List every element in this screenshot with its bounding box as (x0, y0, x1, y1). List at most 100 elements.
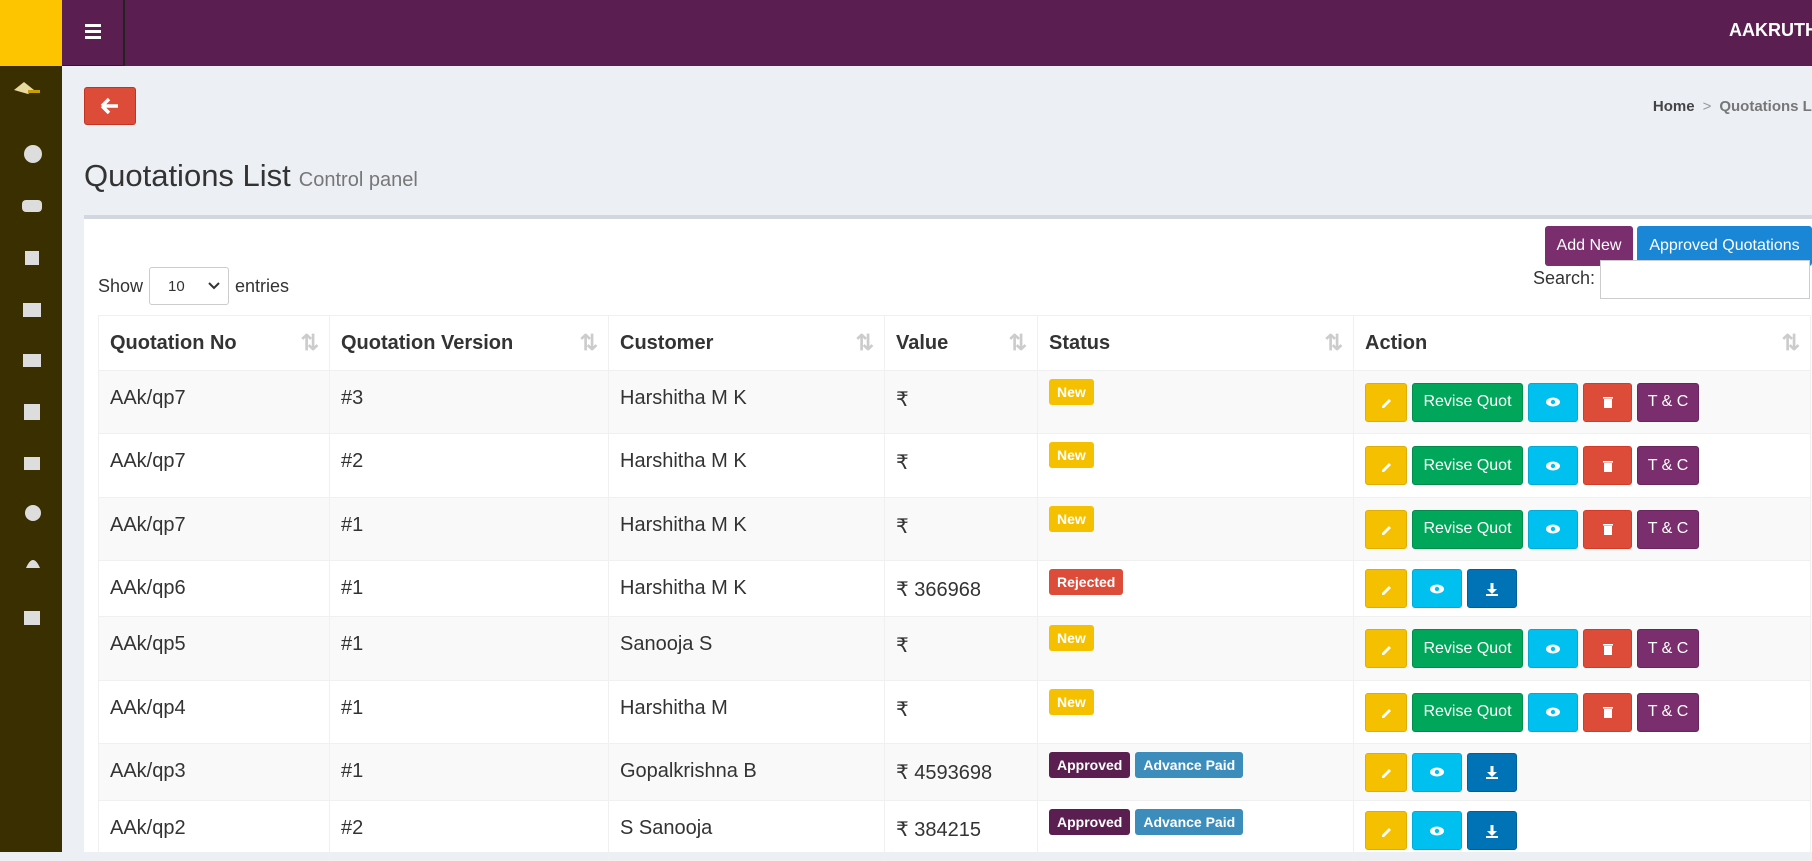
top-bar: AAKRUTH (0, 0, 1812, 66)
cell-status: New (1037, 616, 1354, 681)
cell-status: New (1037, 433, 1354, 498)
action-buttons (1365, 752, 1799, 792)
table-body: AAk/qp7 #3 Harshitha M K ₹ New Revise Quot T &… (98, 370, 1811, 861)
back-button[interactable] (84, 87, 136, 125)
column-header[interactable]: Action (1353, 315, 1811, 371)
page-heading: Quotations List Control panel (84, 158, 418, 194)
terms-button[interactable]: T & C (1637, 382, 1699, 422)
table-row: AAk/qp3 #1 Gopalkrishna B ₹ 4593698 Approved… (98, 743, 1811, 801)
terms-button[interactable]: T & C (1637, 629, 1699, 668)
download-button[interactable] (1467, 569, 1517, 608)
column-header[interactable]: Quotation No (98, 315, 330, 371)
delete-button[interactable] (1583, 382, 1632, 422)
column-header[interactable]: Quotation Version (329, 315, 609, 371)
column-header[interactable]: Status (1037, 315, 1354, 371)
view-button[interactable] (1412, 811, 1462, 850)
cell-quotation-no: AAk/qp7 (98, 497, 330, 561)
logo[interactable] (0, 0, 62, 66)
approved-quotations-button[interactable]: Approved Quotations (1637, 226, 1812, 266)
show-label: Show (98, 275, 144, 296)
view-button[interactable] (1528, 509, 1578, 549)
table-row: AAk/qp7 #1 Harshitha M K ₹ New Revise Quot T &… (98, 497, 1811, 561)
cell-customer: Harshitha M K (608, 497, 885, 561)
cell-quotation-no: AAk/qp4 (98, 680, 330, 744)
terms-button[interactable]: T & C (1637, 692, 1699, 732)
cell-quotation-no: AAk/qp6 (98, 560, 330, 617)
edit-button[interactable] (1365, 382, 1407, 422)
cell-value: ₹ 4593698 (884, 743, 1038, 801)
revise-button[interactable]: Revise Quot (1412, 446, 1523, 485)
terms-button[interactable]: T & C (1637, 446, 1699, 485)
page-title: Quotations List (84, 158, 291, 193)
cell-value: ₹ 384215 (884, 800, 1038, 861)
revise-button[interactable]: Revise Quot (1412, 629, 1523, 668)
view-button[interactable] (1412, 569, 1462, 608)
status-badge: New (1049, 506, 1094, 532)
menu-icon (85, 24, 101, 39)
back-icon (100, 97, 118, 115)
cell-version: #2 (329, 800, 609, 861)
delete-button[interactable] (1583, 692, 1632, 732)
download-button[interactable] (1467, 752, 1517, 792)
revise-button[interactable]: Revise Quot (1412, 692, 1523, 732)
delete-button[interactable] (1583, 629, 1632, 668)
view-button[interactable] (1528, 382, 1578, 422)
delete-button-icon (1602, 707, 1613, 718)
edit-button[interactable] (1365, 629, 1407, 668)
table-row: AAk/qp2 #2 S Sanooja ₹ 384215 Approved Advanc… (98, 800, 1811, 861)
edit-button-icon (1382, 526, 1391, 535)
cell-customer: Harshitha M K (608, 433, 885, 498)
table-row: AAk/qp7 #2 Harshitha M K ₹ New Revise Quot T &… (98, 433, 1811, 498)
view-button-icon (1430, 584, 1444, 593)
edit-button[interactable] (1365, 509, 1407, 549)
cell-customer: Harshitha M (608, 680, 885, 744)
cell-value: ₹ (884, 370, 1038, 434)
cell-customer: Harshitha M K (608, 370, 885, 434)
cell-value: ₹ (884, 616, 1038, 681)
column-header[interactable]: Customer (608, 315, 885, 371)
edit-button[interactable] (1365, 692, 1407, 732)
download-button-icon (1486, 582, 1498, 596)
user-name[interactable]: AAKRUTH (1729, 20, 1812, 40)
view-button[interactable] (1528, 446, 1578, 485)
cell-status: New (1037, 680, 1354, 744)
download-button[interactable] (1467, 811, 1517, 850)
entries-select[interactable]: 10 (149, 267, 230, 305)
cell-status: Approved Advance Paid (1037, 743, 1354, 801)
action-buttons: Revise Quot T & C (1365, 382, 1799, 422)
cell-version: #2 (329, 433, 609, 498)
cell-customer: Gopalkrishna B (608, 743, 885, 801)
revise-button[interactable]: Revise Quot (1412, 509, 1523, 549)
cell-action: Revise Quot T & C (1353, 433, 1811, 498)
view-button[interactable] (1528, 629, 1578, 668)
status-badge: New (1049, 625, 1094, 651)
entries-label: entries (235, 275, 290, 296)
status-badge: Approved (1049, 752, 1131, 778)
edit-button[interactable] (1365, 446, 1407, 485)
column-header[interactable]: Value (884, 315, 1038, 371)
delete-button[interactable] (1583, 509, 1632, 549)
cell-action: Revise Quot T & C (1353, 680, 1811, 744)
table-row: AAk/qp7 #3 Harshitha M K ₹ New Revise Quot T &… (98, 370, 1811, 434)
breadcrumb-current: Quotations Li (1719, 98, 1812, 115)
search-input[interactable] (1600, 260, 1810, 299)
revise-button[interactable]: Revise Quot (1412, 382, 1523, 422)
breadcrumb-home[interactable]: Home (1652, 98, 1695, 115)
cell-status: Rejected (1037, 560, 1354, 617)
view-button[interactable] (1528, 692, 1578, 732)
action-buttons (1365, 569, 1799, 608)
view-button[interactable] (1412, 752, 1462, 792)
edit-button-icon (1382, 769, 1391, 778)
status-badge: Advance Paid (1135, 809, 1244, 835)
action-buttons: Revise Quot T & C (1365, 629, 1799, 668)
edit-button[interactable] (1365, 811, 1407, 850)
edit-button[interactable] (1365, 752, 1407, 792)
edit-button[interactable] (1365, 569, 1407, 608)
terms-button[interactable]: T & C (1637, 509, 1699, 549)
cell-version: #1 (329, 680, 609, 744)
add-new-button[interactable]: Add New (1545, 226, 1633, 266)
delete-button[interactable] (1583, 446, 1632, 485)
menu-toggle[interactable] (62, 0, 125, 66)
cell-version: #1 (329, 743, 609, 801)
